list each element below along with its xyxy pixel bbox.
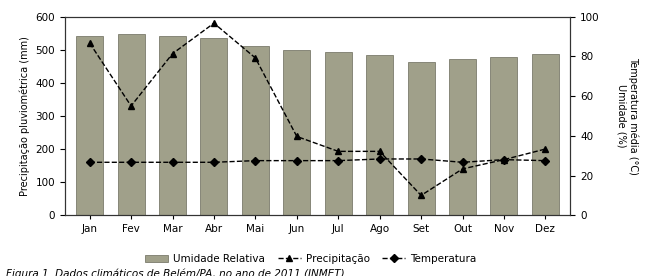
Bar: [532, 54, 559, 215]
Bar: [283, 50, 310, 215]
Y-axis label: Precipitação pluviométrica (mm): Precipitação pluviométrica (mm): [19, 36, 30, 196]
Bar: [491, 57, 517, 215]
Legend: Umidade Relativa, Precipitação, Temperatura: Umidade Relativa, Precipitação, Temperat…: [141, 250, 481, 268]
Bar: [408, 62, 435, 215]
Bar: [366, 55, 393, 215]
Bar: [200, 38, 227, 215]
Bar: [76, 36, 103, 215]
Y-axis label: Temperatura média (°C)
Umidade (%): Temperatura média (°C) Umidade (%): [616, 57, 638, 175]
Bar: [118, 34, 145, 215]
Bar: [242, 46, 269, 215]
Bar: [449, 59, 476, 215]
Text: Figura 1. Dados climáticos de Belém/PA, no ano de 2011 (INMET).: Figura 1. Dados climáticos de Belém/PA, …: [6, 268, 349, 276]
Bar: [159, 36, 186, 215]
Bar: [325, 52, 352, 215]
